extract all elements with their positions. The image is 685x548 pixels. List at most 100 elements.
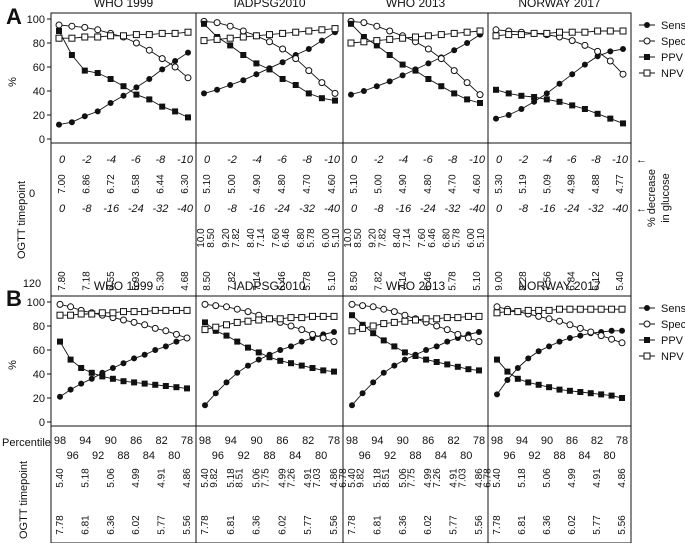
ogtt-value: 9.82 xyxy=(356,468,367,488)
ogtt-value: 7.03 xyxy=(312,468,323,488)
data-point-npv xyxy=(359,324,367,332)
ogtt-value: 4.68 xyxy=(180,271,191,291)
data-point-sens xyxy=(546,343,553,350)
data-point-npv xyxy=(244,317,252,325)
pct-decrease-label: 0 xyxy=(351,203,358,215)
ogtt-value: 6.00 xyxy=(466,228,477,248)
pct-decrease-label: 0 xyxy=(204,154,211,166)
ogtt-value: 5.40 xyxy=(347,468,358,488)
data-point-npv xyxy=(369,322,377,330)
y-tick-label: 100 xyxy=(27,14,45,26)
ogtt-value: 6.86 xyxy=(82,174,93,194)
ogtt-value: 7.00 xyxy=(57,174,68,194)
percentile-tick-label: 90 xyxy=(397,435,409,447)
data-point-spec xyxy=(298,326,306,334)
ogtt-value: 4.60 xyxy=(472,174,483,194)
percentile-tick-label: 96 xyxy=(212,450,224,462)
ogtt-value: 4.90 xyxy=(398,174,409,194)
ogtt-value: 6.80 xyxy=(441,228,452,248)
data-point-sens xyxy=(391,362,398,369)
data-point-npv xyxy=(348,327,356,335)
data-point-npv xyxy=(587,305,595,313)
data-point-spec xyxy=(279,45,287,53)
data-point-spec xyxy=(380,305,388,313)
data-point-npv xyxy=(566,305,574,313)
ogtt-value: 6.58 xyxy=(131,174,142,194)
data-point-npv xyxy=(292,28,300,36)
data-point-spec xyxy=(213,19,221,27)
data-point-ppv xyxy=(581,106,588,112)
series-line-ppv xyxy=(58,30,189,118)
data-point-sens xyxy=(152,347,159,353)
data-point-spec xyxy=(292,55,300,63)
data-point-ppv xyxy=(525,379,532,386)
ogtt-value: 4.91 xyxy=(592,468,603,488)
ogtt-value: 9.20 xyxy=(221,228,232,248)
data-point-spec xyxy=(330,338,338,346)
data-point-ppv xyxy=(608,392,615,399)
legend-entry-spec: Spec xyxy=(661,36,685,48)
data-point-sens xyxy=(444,338,451,345)
data-point-ppv xyxy=(253,60,260,67)
percentile-tick-label: 82 xyxy=(302,435,314,447)
data-point-npv xyxy=(545,306,553,314)
percentile-tick-label: 84 xyxy=(143,450,155,462)
pct-decrease-label: -6 xyxy=(423,154,434,166)
data-point-npv xyxy=(412,316,419,324)
data-point-npv xyxy=(556,28,563,36)
data-point-ppv xyxy=(465,366,472,373)
ogtt-value: 5.40 xyxy=(200,468,211,488)
data-point-ppv xyxy=(332,97,338,104)
data-point-sens xyxy=(401,356,408,363)
ogtt-value: 5.06 xyxy=(106,468,117,488)
data-point-npv xyxy=(132,31,140,39)
data-point-ppv xyxy=(162,383,169,389)
data-point-npv xyxy=(183,306,191,314)
data-point-sens xyxy=(133,84,140,91)
y-tick-label: 80 xyxy=(33,321,45,333)
ogtt-value: 4.80 xyxy=(277,174,288,194)
data-point-npv xyxy=(201,326,209,334)
ogtt-value: 6.46 xyxy=(277,271,288,291)
subplot-title: WHO 1999 xyxy=(94,279,154,293)
data-point-spec xyxy=(437,55,445,63)
pct-decrease-label: -2 xyxy=(227,154,237,166)
pct-decrease-label: -6 xyxy=(567,154,578,166)
data-point-ppv xyxy=(619,395,625,401)
data-point-spec xyxy=(359,302,367,310)
data-point-npv xyxy=(437,31,445,39)
y-axis-label: % xyxy=(7,360,19,370)
data-point-sens xyxy=(81,113,88,120)
data-point-ppv xyxy=(391,343,398,350)
data-point-npv xyxy=(503,308,511,316)
ogtt-value: 4.86 xyxy=(182,468,193,488)
data-point-ppv xyxy=(107,76,114,82)
data-point-sens xyxy=(425,60,432,67)
ogtt-value: 4.99 xyxy=(567,468,578,488)
data-point-ppv xyxy=(212,327,219,334)
data-point-spec xyxy=(305,67,313,75)
percentile-tick-label: 92 xyxy=(384,450,396,462)
data-point-sens xyxy=(107,100,114,106)
data-point-ppv xyxy=(173,384,180,391)
data-point-npv xyxy=(184,28,192,36)
ogtt-value: 4.99 xyxy=(131,468,142,488)
ogtt-value: 5.56 xyxy=(474,515,485,535)
data-point-spec xyxy=(545,315,553,323)
data-point-ppv xyxy=(185,114,191,121)
data-point-sens xyxy=(279,59,286,66)
data-point-ppv xyxy=(81,67,88,74)
ogtt-value: 7.14 xyxy=(256,228,267,248)
data-point-ppv xyxy=(266,66,273,73)
data-point-sens xyxy=(78,380,85,387)
data-point-ppv xyxy=(504,368,511,375)
data-point-npv xyxy=(233,318,241,326)
data-point-ppv xyxy=(535,381,542,388)
data-point-npv xyxy=(305,27,313,35)
ogtt-value: 5.18 xyxy=(372,468,383,488)
ogtt-value: 5.09 xyxy=(542,174,553,194)
ogtt-value: 7.60 xyxy=(271,228,282,248)
ogtt-value: 5.78 xyxy=(447,271,458,291)
data-point-sens xyxy=(525,355,532,362)
